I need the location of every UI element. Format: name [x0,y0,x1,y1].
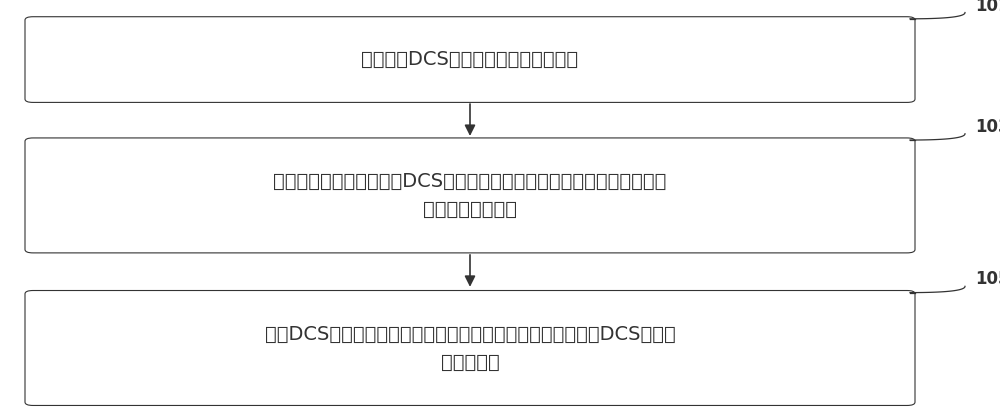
Text: 105: 105 [975,270,1000,288]
Text: 103: 103 [975,118,1000,136]
Text: 根据核级DCS控制机柜的功能进行分区: 根据核级DCS控制机柜的功能进行分区 [361,50,579,69]
FancyBboxPatch shape [25,17,915,102]
Text: 101: 101 [975,0,1000,15]
FancyBboxPatch shape [25,291,915,405]
Text: 核级DCS维护装置通过分区光电转换集线器对每一分区的核级DCS控制机
柜进行维护: 核级DCS维护装置通过分区光电转换集线器对每一分区的核级DCS控制机 柜进行维护 [265,324,675,372]
FancyBboxPatch shape [25,138,915,253]
Text: 将每一分区中的单个核级DCS控制机柜通过机柜光电转换集线器与分区光
电转换集线器相连: 将每一分区中的单个核级DCS控制机柜通过机柜光电转换集线器与分区光 电转换集线器… [273,172,667,219]
